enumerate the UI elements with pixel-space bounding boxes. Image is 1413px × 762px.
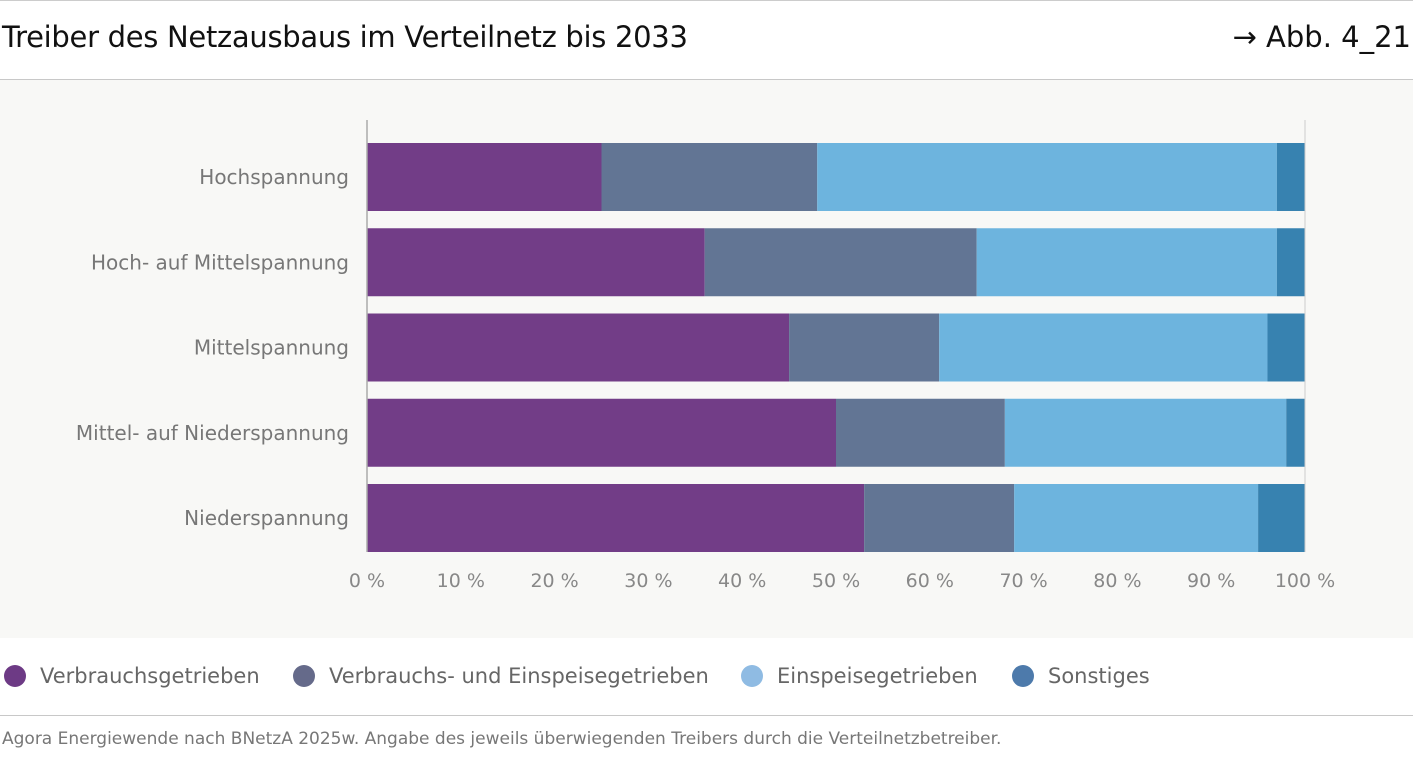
bar-segment (864, 484, 1015, 552)
category-label: Hoch- auf Mittelspannung (91, 250, 349, 274)
legend-item: Verbrauchs- und Einspeisegetrieben (293, 664, 709, 688)
x-tick-label: 70 % (999, 570, 1047, 592)
bar-segment (367, 313, 790, 382)
top-rule (0, 0, 1413, 1)
bar-chart: Hochspannung Hoch- auf Mittelspannung Mitt… (76, 120, 1335, 592)
chart-title: Treiber des Netzausbaus im Verteilnetz b… (2, 20, 688, 54)
bar-segment (1276, 143, 1305, 211)
x-tick-label: 10 % (437, 570, 485, 592)
legend-label: Einspeisegetrieben (777, 664, 978, 688)
category-label: Hochspannung (199, 165, 349, 189)
bar-segment (704, 228, 977, 297)
x-tick-label: 50 % (812, 570, 860, 592)
bar-segment (1014, 484, 1259, 552)
legend-label: Verbrauchsgetrieben (40, 664, 260, 688)
bar-segment (789, 313, 940, 382)
bar-segment (601, 143, 818, 211)
bar-segment (976, 228, 1277, 297)
legend-item: Verbrauchsgetrieben (4, 664, 260, 688)
divider (0, 715, 1413, 716)
x-tick-label: 30 % (624, 570, 672, 592)
bar-segment (1286, 398, 1305, 467)
bar-segment (836, 398, 1005, 467)
x-tick-label: 0 % (349, 570, 385, 592)
legend-item: Einspeisegetrieben (741, 664, 978, 688)
legend-swatch-icon (4, 665, 26, 687)
bar-segment (1276, 228, 1305, 297)
bar-segment (817, 143, 1277, 211)
figure-reference: → Abb. 4_21 (1232, 20, 1411, 54)
x-tick-label: 40 % (718, 570, 766, 592)
legend-label: Verbrauchs- und Einspeisegetrieben (329, 664, 709, 688)
bar-segment (367, 228, 705, 297)
legend-swatch-icon (293, 665, 315, 687)
x-tick-label: 20 % (530, 570, 578, 592)
category-label: Niederspannung (184, 506, 349, 530)
bar-segment (367, 398, 836, 467)
bar-segment (1004, 398, 1287, 467)
divider (0, 79, 1413, 80)
bar-segment (367, 143, 602, 211)
legend-label: Sonstiges (1048, 664, 1150, 688)
x-tick-label: 90 % (1187, 570, 1235, 592)
bar-segment (939, 313, 1268, 382)
bar-segment (1267, 313, 1305, 382)
x-tick-label: 80 % (1093, 570, 1141, 592)
legend-item: Sonstiges (1012, 664, 1150, 688)
category-label: Mittelspannung (194, 336, 349, 360)
bar-segment (1258, 484, 1305, 552)
legend-swatch-icon (741, 665, 763, 687)
x-tick-label: 60 % (906, 570, 954, 592)
bar-segment (367, 484, 865, 552)
x-tick-label: 100 % (1275, 570, 1335, 592)
legend-swatch-icon (1012, 665, 1034, 687)
source-note: Agora Energiewende nach BNetzA 2025w. An… (2, 729, 1002, 749)
category-label: Mittel- auf Niederspannung (76, 421, 349, 445)
